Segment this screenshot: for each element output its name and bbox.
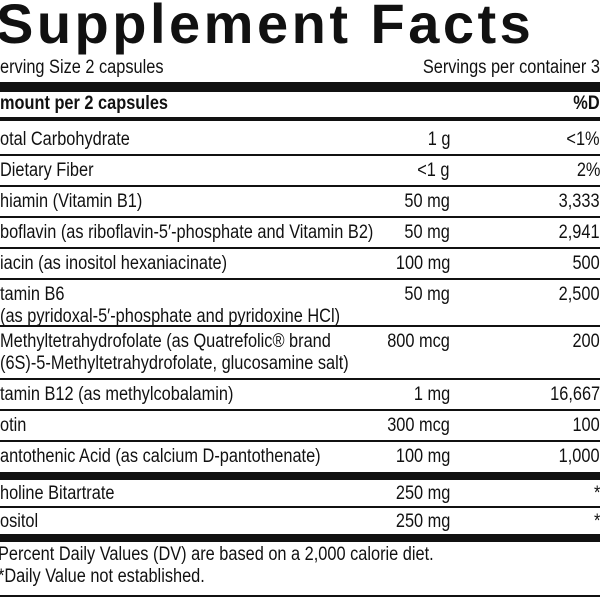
nutrient-name: Methyltetrahydrofolate (as Quatrefolic® … (0, 331, 349, 374)
nutrient-dv: 2,941 (559, 222, 600, 243)
nutrient-row: boflavin (as riboflavin-5′-phosphate and… (0, 218, 600, 249)
nutrient-name: Dietary Fiber (0, 160, 94, 181)
nutrient-dv: 2,500 (559, 284, 600, 305)
nutrient-row: otal Carbohydrate 1 g <1% (0, 125, 600, 156)
nutrient-row: hiamin (Vitamin B1) 50 mg 3,333 (0, 187, 600, 218)
nutrient-dv: 100 (572, 415, 600, 436)
row-divider (0, 185, 600, 187)
nutrient-amount: 100 mg (395, 446, 450, 467)
nutrient-amount: 50 mg (404, 191, 450, 212)
footnote-dv: Percent Daily Values (DV) are based on a… (0, 544, 434, 565)
nutrient-name: hiamin (Vitamin B1) (0, 191, 143, 212)
divider-thick (0, 534, 600, 542)
nutrient-dv: * (593, 483, 600, 504)
nutrient-amount: <1 g (417, 160, 450, 181)
divider-thick (0, 472, 600, 480)
nutrient-dv: 500 (572, 253, 600, 274)
nutrient-amount: 250 mg (395, 511, 450, 532)
nutrient-row: Dietary Fiber <1 g 2% (0, 156, 600, 187)
nutrient-name: ositol (0, 511, 39, 532)
nutrient-name: iacin (as inositol hexaniacinate) (0, 253, 228, 274)
servings-per-container: Servings per container 3 (422, 57, 600, 78)
divider-medium (0, 117, 600, 121)
footnote-not-established: *Daily Value not established. (0, 566, 205, 587)
nutrient-name: tamin B12 (as methylcobalamin) (0, 384, 234, 405)
nutrient-row: antothenic Acid (as calcium D-pantothena… (0, 442, 600, 473)
row-divider (0, 247, 600, 249)
nutrient-amount: 50 mg (404, 222, 450, 243)
divider-bottom (0, 595, 600, 597)
nutrient-dv: 200 (572, 331, 600, 352)
nutrient-amount: 250 mg (395, 483, 450, 504)
nutrient-amount: 1 g (427, 129, 450, 150)
nutrient-dv: <1% (566, 129, 600, 150)
nutrient-name: boflavin (as riboflavin-5′-phosphate and… (0, 222, 374, 243)
nutrient-row: tamin B12 (as methylcobalamin) 1 mg 16,667 (0, 380, 600, 411)
panel-title: Supplement Facts (0, 0, 535, 55)
row-divider (0, 506, 600, 508)
nutrient-amount: 100 mg (395, 253, 450, 274)
nutrient-dv: 16,667 (550, 384, 600, 405)
nutrient-row: otin 300 mcg 100 (0, 411, 600, 442)
divider-thick (0, 82, 600, 92)
nutrient-row: tamin B6 (as pyridoxal-5′-phosphate and p… (0, 280, 600, 327)
row-divider (0, 378, 600, 380)
nutrient-amount: 50 mg (404, 284, 450, 305)
nutrient-amount: 800 mcg (387, 331, 450, 352)
nutrient-row: ositol 250 mg * (0, 507, 600, 535)
nutrient-amount: 1 mg (413, 384, 450, 405)
row-divider (0, 278, 600, 280)
nutrient-row: iacin (as inositol hexaniacinate) 100 mg 5… (0, 249, 600, 280)
nutrient-dv: 2% (576, 160, 600, 181)
nutrient-row: holine Bitartrate 250 mg * (0, 479, 600, 508)
nutrient-name: holine Bitartrate (0, 483, 115, 504)
row-divider (0, 216, 600, 218)
nutrient-amount: 300 mcg (387, 415, 450, 436)
row-divider (0, 409, 600, 411)
nutrient-name: otal Carbohydrate (0, 129, 130, 150)
row-divider (0, 154, 600, 156)
serving-size: erving Size 2 capsules (0, 57, 164, 78)
nutrient-name: otin (0, 415, 27, 436)
row-divider (0, 440, 600, 442)
nutrient-name: antothenic Acid (as calcium D-pantothena… (0, 446, 321, 467)
nutrient-row: Methyltetrahydrofolate (as Quatrefolic® … (0, 327, 600, 380)
nutrient-dv: 3,333 (559, 191, 600, 212)
row-divider (0, 325, 600, 327)
nutrient-name: tamin B6 (as pyridoxal-5′-phosphate and p… (0, 284, 341, 327)
nutrient-dv: 1,000 (559, 446, 600, 467)
nutrient-dv: * (593, 511, 600, 532)
